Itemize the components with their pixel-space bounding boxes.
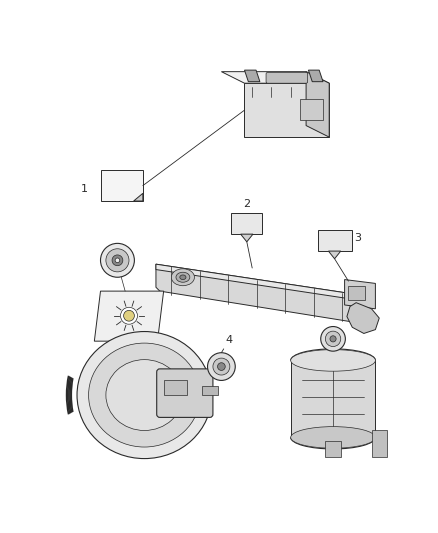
Circle shape [124,310,134,321]
Ellipse shape [291,426,375,448]
FancyBboxPatch shape [157,369,213,417]
Bar [202,386,218,395]
Text: 2: 2 [243,199,251,209]
Ellipse shape [180,275,186,280]
Circle shape [218,363,225,370]
Text: 3: 3 [355,233,362,244]
Polygon shape [100,170,143,201]
Circle shape [208,353,235,381]
Bar [300,99,323,120]
Polygon shape [231,213,262,234]
Polygon shape [221,71,329,83]
Text: 4: 4 [225,335,233,345]
Polygon shape [244,70,260,82]
FancyBboxPatch shape [266,72,307,83]
Polygon shape [134,193,143,201]
Bar [164,379,187,395]
Ellipse shape [88,343,200,447]
Ellipse shape [77,332,212,458]
Polygon shape [345,280,375,309]
Circle shape [100,244,134,277]
Polygon shape [94,291,164,341]
Polygon shape [328,251,341,259]
Circle shape [120,308,138,324]
Circle shape [115,258,120,263]
Polygon shape [318,230,352,251]
Circle shape [321,327,346,351]
Polygon shape [306,71,329,137]
Bar [349,286,365,300]
Polygon shape [240,234,253,242]
Text: 1: 1 [81,184,88,195]
Ellipse shape [176,272,190,282]
Circle shape [106,249,129,272]
Circle shape [325,331,341,346]
Circle shape [112,255,123,265]
Circle shape [213,358,230,375]
Polygon shape [244,83,329,137]
Polygon shape [308,70,323,82]
Circle shape [330,336,336,342]
Polygon shape [156,264,360,322]
Bar [325,441,341,457]
Polygon shape [156,264,360,301]
Ellipse shape [106,360,183,431]
Bar [371,430,387,457]
Polygon shape [347,303,379,334]
Ellipse shape [291,350,375,371]
Polygon shape [291,360,375,438]
Ellipse shape [171,269,194,286]
